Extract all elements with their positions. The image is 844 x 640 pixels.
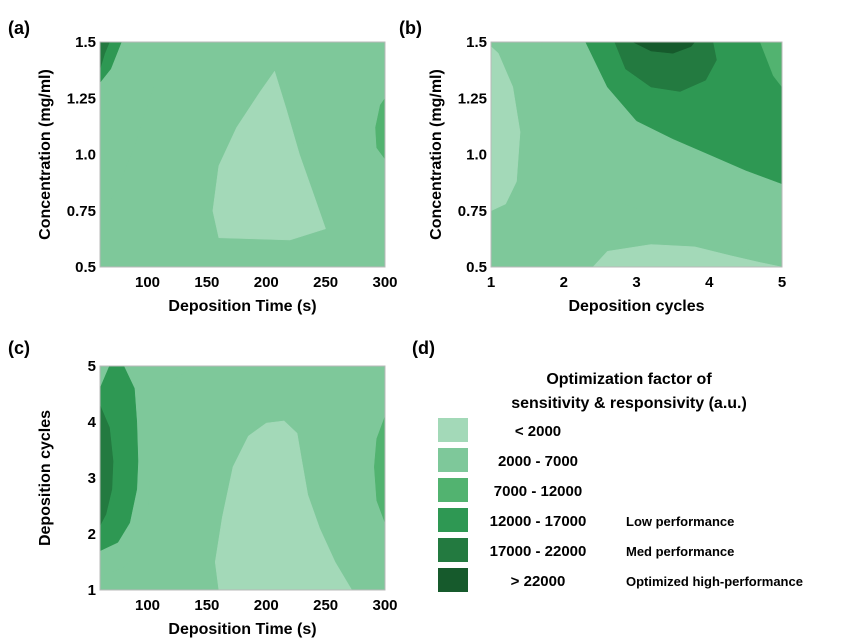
- color-legend: Optimization factor of sensitivity & res…: [438, 371, 803, 592]
- legend-swatch-5: [438, 568, 468, 592]
- panel-label-c: (c): [8, 338, 30, 358]
- contour-region-a-4: [100, 42, 110, 70]
- legend-swatch-1: [438, 448, 468, 472]
- legend-note-3: Low performance: [626, 514, 734, 529]
- legend-note-4: Med performance: [626, 544, 734, 559]
- panel-label-d: (d): [412, 338, 435, 358]
- x-tick-label-a-1: 150: [194, 274, 219, 291]
- legend-title-line-1: Optimization factor of: [546, 371, 712, 388]
- x-tick-label-c-4: 300: [372, 597, 397, 614]
- contour-region-b-3: [585, 42, 782, 185]
- contour-region-c-1: [214, 420, 353, 590]
- y-tick-label-c-3: 4: [88, 414, 97, 431]
- legend-swatch-3: [438, 508, 468, 532]
- y-tick-label-c-2: 3: [88, 470, 96, 487]
- x-tick-label-a-0: 100: [135, 274, 160, 291]
- x-tick-label-c-0: 100: [135, 597, 160, 614]
- plot-frame-b: [490, 41, 783, 268]
- panel-label-a: (a): [8, 18, 30, 38]
- legend-range-3: 12000 - 17000: [490, 513, 587, 530]
- contour-plot-a: 100 150 200 250 300 0.5 0.75 1.0 1.25 1.5 Depositi…: [37, 34, 398, 315]
- y-tick-label-c-4: 5: [88, 358, 96, 375]
- x-tick-label-c-1: 150: [194, 597, 219, 614]
- x-tick-label-c-3: 250: [313, 597, 338, 614]
- legend-swatch-4: [438, 538, 468, 562]
- contour-region-c-2: [100, 366, 139, 552]
- plot-frame-a: [99, 41, 386, 268]
- x-tick-label-b-0: 1: [487, 274, 495, 291]
- plot-area-a: [100, 42, 385, 267]
- legend-range-1: 2000 - 7000: [498, 453, 578, 470]
- contour-region-b-4: [759, 42, 782, 88]
- x-tick-label-a-4: 300: [372, 274, 397, 291]
- legend-range-2: 7000 - 12000: [494, 483, 582, 500]
- contour-plot-c: 100 150 200 250 300 1 2 3 4 5 Deposition Time (s) D…: [37, 358, 398, 638]
- x-tick-label-b-1: 2: [560, 274, 568, 291]
- contour-region-b-1: [491, 46, 521, 212]
- y-tick-label-c-1: 2: [88, 526, 96, 543]
- plot-area-b: [491, 42, 782, 267]
- y-tick-label-b-2: 1.0: [466, 147, 487, 164]
- y-axis-title-b: Concentration (mg/ml): [428, 69, 445, 240]
- x-tick-label-b-4: 5: [778, 274, 786, 291]
- legend-range-0: < 2000: [515, 423, 561, 440]
- legend-title-line-2: sensitivity & responsivity (a.u.): [511, 395, 747, 412]
- contour-region-b-0: [491, 42, 782, 267]
- y-tick-label-a-3: 1.25: [67, 90, 96, 107]
- contour-region-c-4: [374, 416, 385, 524]
- y-tick-label-a-2: 1.0: [75, 147, 96, 164]
- contour-region-b-5: [614, 42, 717, 92]
- y-tick-label-b-4: 1.5: [466, 34, 487, 51]
- legend-swatch-0: [438, 418, 468, 442]
- plot-area-c: [100, 366, 385, 590]
- x-tick-label-a-3: 250: [313, 274, 338, 291]
- y-axis-title-c: Deposition cycles: [37, 410, 54, 546]
- contour-plot-b: 1 2 3 4 5 0.5 0.75 1.0 1.25 1.5 Deposition cycles C…: [428, 34, 786, 315]
- y-axis-title-a: Concentration (mg/ml): [37, 69, 54, 240]
- x-tick-label-b-3: 4: [705, 274, 714, 291]
- panel-label-b: (b): [399, 18, 422, 38]
- y-tick-label-b-3: 1.25: [458, 90, 487, 107]
- y-tick-label-a-4: 1.5: [75, 34, 96, 51]
- legend-range-4: 17000 - 22000: [490, 543, 587, 560]
- y-tick-label-a-1: 0.75: [67, 203, 96, 220]
- x-axis-title-a: Deposition Time (s): [168, 298, 316, 315]
- legend-swatch-2: [438, 478, 468, 502]
- x-tick-label-c-2: 200: [254, 597, 279, 614]
- contour-region-b-6: [632, 42, 695, 54]
- x-axis-title-b: Deposition cycles: [568, 298, 704, 315]
- x-axis-title-c: Deposition Time (s): [168, 621, 316, 638]
- x-tick-label-a-2: 200: [254, 274, 279, 291]
- contour-region-b-2: [592, 244, 782, 267]
- y-tick-label-a-0: 0.5: [75, 259, 96, 276]
- y-tick-label-b-1: 0.75: [458, 203, 487, 220]
- legend-range-5: > 22000: [511, 573, 566, 590]
- legend-rows: < 2000 2000 - 7000 7000 - 12000 12000 - 170…: [438, 418, 803, 592]
- y-tick-label-c-0: 1: [88, 582, 96, 599]
- contour-region-a-2: [375, 98, 385, 160]
- legend-note-5: Optimized high-performance: [626, 574, 803, 589]
- x-tick-label-b-2: 3: [632, 274, 640, 291]
- contour-region-c-3: [100, 404, 114, 526]
- plot-frame-c: [99, 365, 386, 591]
- contour-region-a-1: [212, 70, 326, 241]
- y-tick-label-b-0: 0.5: [466, 259, 487, 276]
